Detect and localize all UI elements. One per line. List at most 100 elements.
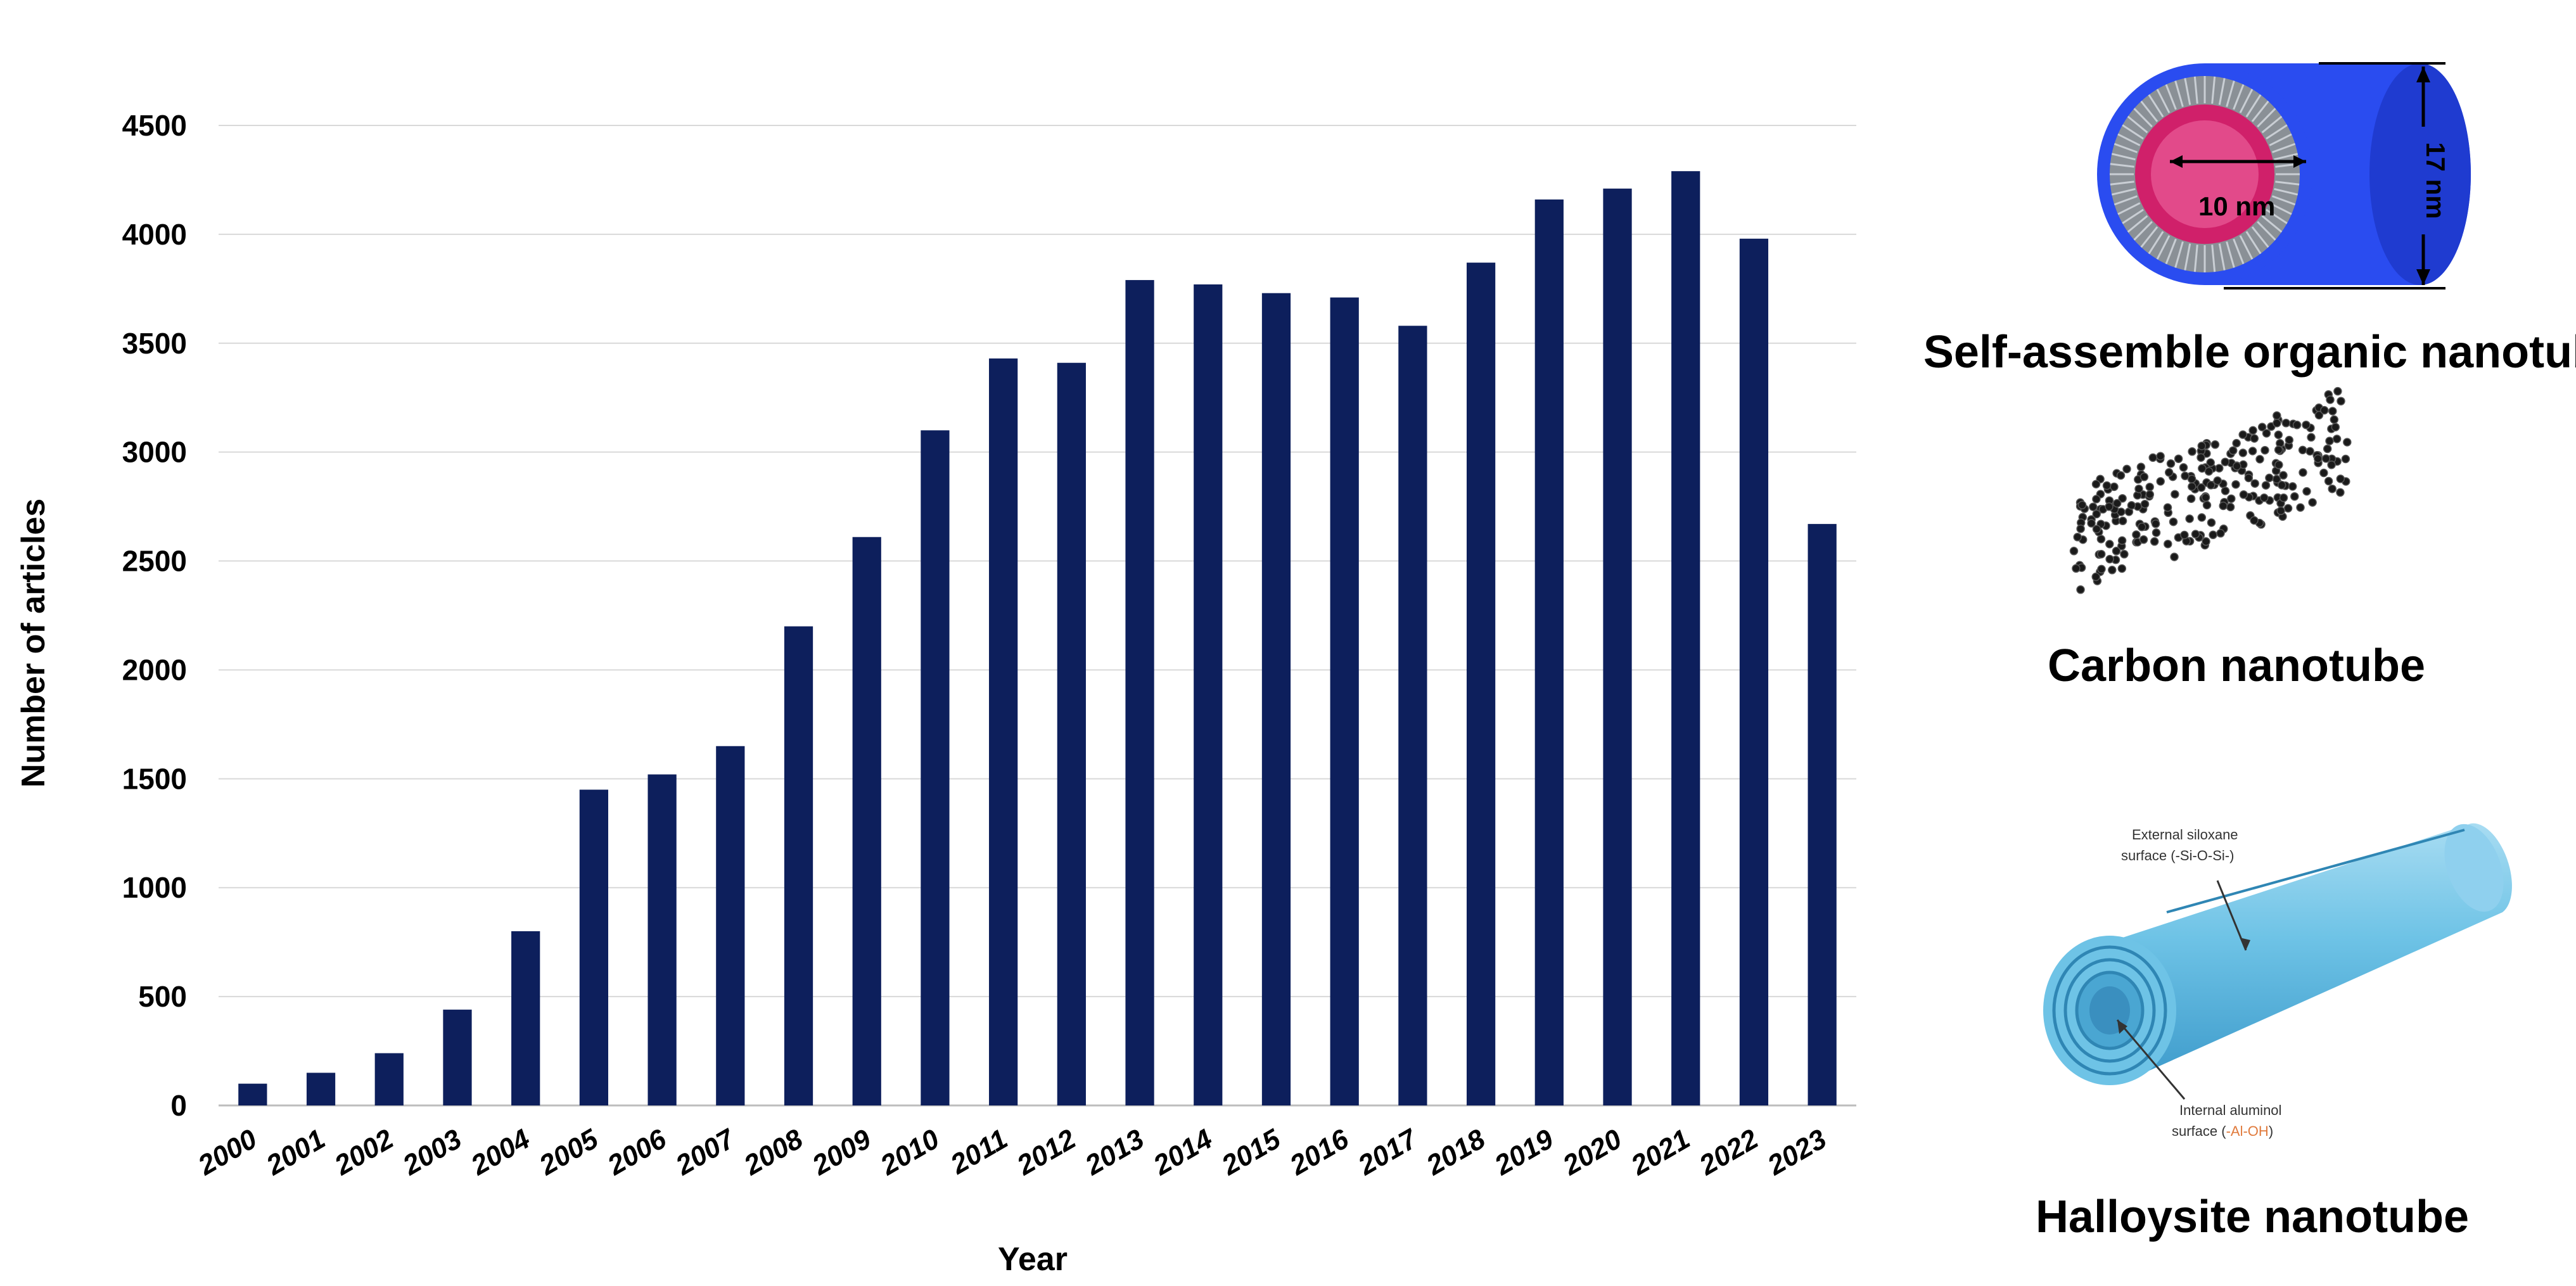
carbon-atom	[2140, 499, 2150, 509]
carbon-atom	[2069, 547, 2079, 556]
bar-2022	[1739, 238, 1769, 1106]
internal-surface-label-highlight: -Al-OH	[2226, 1123, 2269, 1139]
carbon-atom	[2210, 440, 2220, 449]
carbon-atom	[2299, 468, 2307, 477]
carbon-atom	[2308, 498, 2317, 507]
carbon-atom	[2326, 395, 2335, 404]
bar-2023	[1808, 524, 1837, 1105]
carbon-atom	[2302, 420, 2311, 430]
carbon-atom	[2127, 501, 2136, 510]
lipid-spoke	[2127, 115, 2148, 134]
carbon-atom	[2336, 488, 2345, 497]
carbon-nanotube-illustration: Carbon nanotube	[2048, 386, 2425, 691]
x-tick-label: 2008	[738, 1123, 808, 1181]
carbon-atom	[2238, 449, 2248, 457]
lipid-spoke	[2148, 94, 2164, 118]
lipid-spoke	[2269, 202, 2292, 215]
x-tick-label: 2010	[875, 1123, 945, 1181]
carbon-atom	[2330, 415, 2339, 424]
x-axis-title: Year	[998, 1241, 1068, 1278]
bar-2017	[1398, 326, 1427, 1105]
x-tick-label: 2000	[193, 1123, 263, 1181]
lipid-spoke	[2184, 243, 2191, 271]
carbon-atom	[2209, 530, 2217, 540]
carbon-atom	[2265, 473, 2274, 483]
carbon-atom	[2092, 495, 2101, 504]
carbon-atom	[2164, 539, 2172, 549]
lipid-spoke	[2218, 78, 2226, 105]
carbon-atom	[2151, 519, 2160, 528]
carbon-atom	[2213, 476, 2222, 485]
lipid-spoke	[2110, 163, 2134, 168]
carbon-atom	[2279, 493, 2288, 502]
carbon-atom	[2174, 454, 2183, 463]
carbon-atom	[2120, 550, 2129, 559]
carbon-atom	[2145, 482, 2154, 492]
carbon-atom	[2091, 480, 2101, 488]
lipid-spoke	[2226, 241, 2235, 268]
carbon-atom	[2105, 554, 2114, 564]
y-tick-label: 1000	[122, 871, 187, 904]
lipid-spoke	[2274, 188, 2299, 196]
carbon-atom	[2248, 426, 2257, 435]
organic-nanotube-illustration: 10 nm 17 nm Self-assemble organic nanotu…	[1923, 62, 2576, 378]
x-tick-label: 2001	[260, 1123, 330, 1181]
carbon-atom	[2331, 423, 2340, 431]
y-tick-label: 2000	[122, 653, 187, 686]
bar-2020	[1603, 188, 1632, 1105]
carbon-atom	[2102, 481, 2112, 490]
lipid-spoke	[2184, 78, 2191, 105]
carbon-atom	[2227, 494, 2236, 503]
carbon-atom	[2273, 411, 2281, 420]
carbon-atom	[2072, 564, 2081, 573]
carbon-atom	[2255, 455, 2264, 464]
carbon-atom	[2122, 464, 2131, 474]
carbon-atom	[2188, 482, 2197, 491]
x-tick-label: 2002	[329, 1123, 399, 1181]
carbon-atom	[2197, 483, 2206, 492]
carbon-atom	[2314, 411, 2324, 420]
carbon-atom	[2283, 504, 2293, 513]
y-tick-label: 500	[138, 980, 187, 1013]
carbon-atom	[2197, 442, 2207, 450]
carbon-atom	[2341, 454, 2350, 464]
carbon-atom	[2328, 484, 2337, 493]
x-tick-label: 2023	[1762, 1123, 1832, 1181]
bar-2009	[852, 537, 881, 1105]
lipid-spoke	[2114, 143, 2138, 153]
x-tick-label: 2012	[1011, 1123, 1081, 1181]
organic-nanotube-caption: Self-assemble organic nanotube	[1923, 327, 2576, 378]
lipid-spoke	[2269, 133, 2292, 146]
carbon-atom	[2244, 473, 2254, 483]
carbon-atom	[2166, 459, 2176, 468]
lipid-spoke	[2239, 235, 2254, 260]
y-tick-label: 4500	[122, 109, 187, 142]
carbon-atom	[2179, 463, 2188, 472]
organic-core-inner	[2151, 120, 2259, 228]
carbon-atom	[2198, 464, 2207, 473]
x-tick-label: 2021	[1626, 1123, 1695, 1181]
carbon-atom	[2108, 566, 2117, 575]
lipid-spoke	[2110, 181, 2134, 186]
internal-label-pointer	[2116, 1019, 2186, 1100]
carbon-atom	[2096, 549, 2106, 559]
bar-2002	[374, 1053, 404, 1105]
carbon-atom	[2274, 461, 2283, 469]
carbon-atom	[2139, 535, 2148, 544]
carbon-atom	[2262, 429, 2271, 438]
carbon-atom	[2277, 481, 2286, 490]
lipid-spoke	[2257, 220, 2276, 241]
lipid-spoke	[2218, 243, 2226, 271]
carbon-atom	[2117, 564, 2127, 573]
carbon-atom	[2118, 493, 2127, 503]
outer-dim-arrowhead-top	[2416, 67, 2430, 82]
lipid-spoke	[2117, 202, 2141, 215]
carbon-atom	[2307, 433, 2316, 442]
carbon-atom-lattice	[2069, 386, 2352, 594]
y-tick-labels: 0 500 1000 1500 2000 2500 3000 3500 4000 4500	[122, 109, 187, 1122]
y-tick-label: 3000	[122, 436, 187, 469]
lipid-spoke	[2156, 89, 2171, 113]
y-tick-label: 3500	[122, 327, 187, 360]
lipid-spoke	[2111, 188, 2136, 196]
carbon-atom	[2248, 447, 2257, 455]
